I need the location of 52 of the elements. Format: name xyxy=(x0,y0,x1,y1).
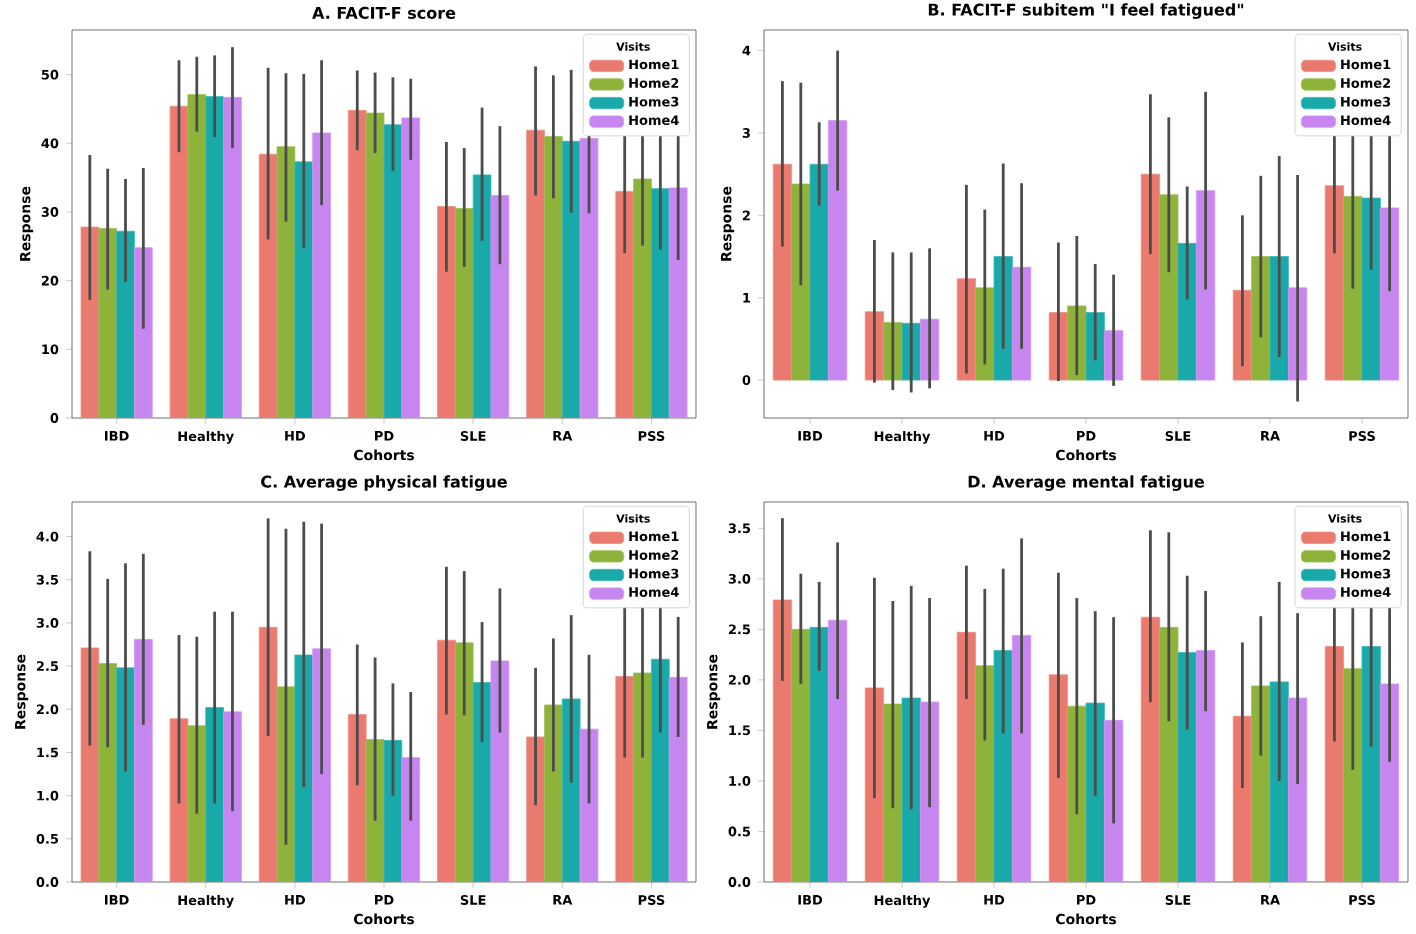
bar xyxy=(668,187,688,418)
bar xyxy=(1196,190,1216,381)
bar xyxy=(134,247,153,418)
bar xyxy=(526,129,545,418)
bar xyxy=(579,138,599,418)
bar xyxy=(1380,207,1400,381)
bar xyxy=(347,109,367,418)
bar xyxy=(809,163,829,381)
bar xyxy=(1177,242,1197,381)
bar xyxy=(223,711,242,882)
bar xyxy=(901,697,921,882)
bar xyxy=(490,195,510,418)
bar xyxy=(1361,197,1381,381)
bar xyxy=(920,701,940,882)
bar xyxy=(134,638,153,882)
bar xyxy=(544,136,563,418)
chart-title: D. Average mental fatigue xyxy=(968,475,1205,491)
bar xyxy=(1380,683,1400,882)
bar xyxy=(1159,194,1179,381)
chart-title: C. Average physical fatigue xyxy=(261,475,507,491)
bar xyxy=(205,96,224,418)
bar xyxy=(668,676,688,882)
bar xyxy=(651,188,670,418)
bar xyxy=(454,208,474,418)
bar xyxy=(347,714,367,882)
bar xyxy=(116,230,135,418)
bar xyxy=(312,132,331,418)
bar xyxy=(401,117,421,418)
bar xyxy=(1196,650,1216,882)
bar xyxy=(1288,697,1308,882)
bar xyxy=(437,206,456,418)
bar xyxy=(1361,646,1381,882)
bar xyxy=(169,105,189,418)
bar xyxy=(791,628,811,882)
bar xyxy=(223,96,242,418)
bar xyxy=(993,650,1013,882)
bar xyxy=(1177,652,1197,882)
bar xyxy=(490,660,510,882)
bar xyxy=(1269,681,1289,882)
chart-title: B. FACIT-F subitem "I feel fatigued" xyxy=(928,3,1244,19)
bar xyxy=(312,648,331,882)
bar xyxy=(828,120,848,381)
bar xyxy=(1012,635,1032,882)
bar xyxy=(579,728,599,882)
bar xyxy=(633,178,652,418)
bar xyxy=(437,639,456,882)
bar xyxy=(1085,702,1105,882)
chart-title: A. FACIT-F score xyxy=(312,6,456,19)
bar xyxy=(809,626,829,882)
bar xyxy=(454,642,474,882)
bar xyxy=(828,619,848,882)
bar xyxy=(401,757,421,882)
